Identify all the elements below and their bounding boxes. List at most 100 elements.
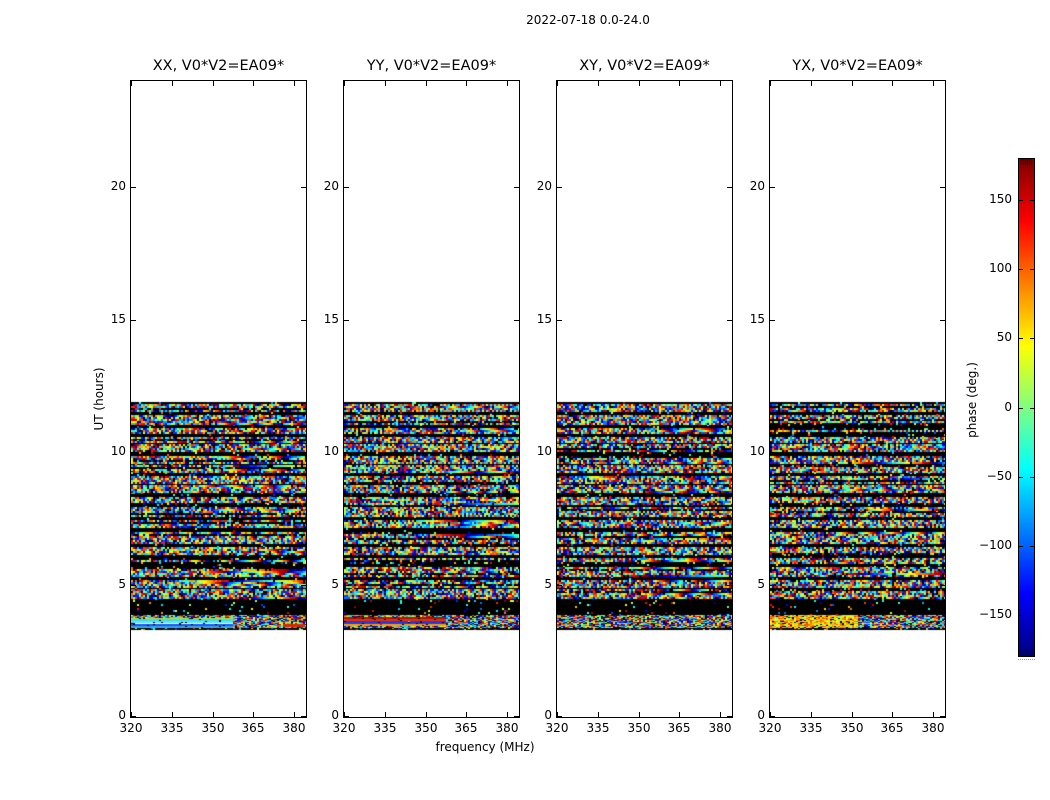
x-tick-label: 365 xyxy=(241,721,265,735)
y-tick-label: 20 xyxy=(110,179,126,193)
panel-canvas xyxy=(770,81,945,717)
x-tick-mark xyxy=(557,712,558,717)
colorbar-tick-label: 0 xyxy=(1004,400,1012,414)
y-tick-mark xyxy=(557,716,562,717)
x-tick-mark xyxy=(892,712,893,717)
y-tick-mark xyxy=(557,320,562,321)
x-tick-mark xyxy=(344,81,345,86)
y-tick-mark xyxy=(131,187,136,188)
y-axis-label: UT (hours) xyxy=(92,367,106,431)
y-tick-label: 15 xyxy=(110,312,126,326)
panel-title: YX, V0*V2=EA09* xyxy=(792,58,923,74)
y-tick-mark xyxy=(301,320,306,321)
y-tick-mark xyxy=(514,187,519,188)
x-tick-mark xyxy=(679,81,680,86)
x-tick-mark xyxy=(598,712,599,717)
x-tick-mark xyxy=(507,712,508,717)
x-tick-label: 320 xyxy=(545,721,569,735)
colorbar-tick-mark xyxy=(1030,408,1034,409)
colorbar-tick-label: −100 xyxy=(979,538,1012,552)
y-tick-mark xyxy=(727,452,732,453)
colorbar-tick-mark xyxy=(1030,477,1034,478)
panel-canvas xyxy=(557,81,732,717)
x-tick-mark xyxy=(426,81,427,86)
y-tick-label: 5 xyxy=(757,577,765,591)
y-tick-label: 15 xyxy=(749,312,765,326)
x-tick-mark xyxy=(385,712,386,717)
x-tick-mark xyxy=(720,712,721,717)
y-tick-mark xyxy=(770,187,775,188)
x-tick-mark xyxy=(426,712,427,717)
y-tick-label: 10 xyxy=(110,444,126,458)
y-tick-mark xyxy=(514,320,519,321)
y-tick-mark xyxy=(557,585,562,586)
colorbar-tick-label: −50 xyxy=(986,469,1012,483)
panel-title: XX, V0*V2=EA09* xyxy=(152,58,285,74)
y-tick-mark xyxy=(727,585,732,586)
x-tick-mark xyxy=(933,81,934,86)
y-tick-mark xyxy=(301,585,306,586)
x-tick-mark xyxy=(639,712,640,717)
colorbar-tick-mark xyxy=(1030,615,1034,616)
y-tick-label: 0 xyxy=(331,708,339,722)
y-tick-mark xyxy=(514,585,519,586)
x-tick-mark xyxy=(811,81,812,86)
figure-title: 2022-07-18 0.0-24.0 xyxy=(526,13,650,27)
y-tick-mark xyxy=(131,320,136,321)
x-tick-mark xyxy=(852,81,853,86)
x-tick-mark xyxy=(253,712,254,717)
x-tick-label: 380 xyxy=(495,721,519,735)
x-tick-mark xyxy=(294,712,295,717)
y-tick-mark xyxy=(301,452,306,453)
colorbar-gradient xyxy=(1019,159,1034,656)
x-axis-label: frequency (MHz) xyxy=(435,740,535,754)
y-tick-label: 20 xyxy=(536,179,552,193)
y-tick-label: 15 xyxy=(323,312,339,326)
y-tick-mark xyxy=(301,187,306,188)
y-tick-mark xyxy=(131,716,136,717)
x-tick-mark xyxy=(639,81,640,86)
x-tick-label: 365 xyxy=(880,721,904,735)
x-tick-mark xyxy=(385,81,386,86)
x-tick-mark xyxy=(131,81,132,86)
colorbar-tick-label: −150 xyxy=(979,607,1012,621)
colorbar-tick-mark xyxy=(1030,338,1034,339)
x-tick-label: 320 xyxy=(332,721,356,735)
colorbar xyxy=(1018,158,1035,657)
colorbar-tick-mark xyxy=(1019,615,1023,616)
x-tick-mark xyxy=(770,712,771,717)
heatmap-panel-xx xyxy=(130,80,307,718)
x-tick-label: 380 xyxy=(921,721,945,735)
x-tick-mark xyxy=(172,81,173,86)
x-tick-mark xyxy=(598,81,599,86)
x-tick-label: 320 xyxy=(119,721,143,735)
y-tick-mark xyxy=(514,452,519,453)
x-tick-label: 335 xyxy=(799,721,823,735)
x-tick-label: 365 xyxy=(667,721,691,735)
y-tick-label: 0 xyxy=(544,708,552,722)
x-tick-mark xyxy=(466,81,467,86)
y-tick-mark xyxy=(940,187,945,188)
colorbar-tick-mark xyxy=(1019,200,1023,201)
y-tick-mark xyxy=(301,716,306,717)
panel-canvas xyxy=(131,81,306,717)
x-tick-mark xyxy=(466,712,467,717)
x-tick-mark xyxy=(172,712,173,717)
x-tick-label: 320 xyxy=(758,721,782,735)
y-tick-label: 5 xyxy=(331,577,339,591)
x-tick-mark xyxy=(892,81,893,86)
colorbar-tick-mark xyxy=(1019,546,1023,547)
y-tick-mark xyxy=(514,716,519,717)
y-tick-mark xyxy=(940,716,945,717)
y-tick-label: 15 xyxy=(536,312,552,326)
colorbar-tick-mark xyxy=(1030,269,1034,270)
heatmap-panel-yy xyxy=(343,80,520,718)
panel-canvas xyxy=(344,81,519,717)
y-tick-label: 10 xyxy=(323,444,339,458)
y-tick-mark xyxy=(344,320,349,321)
x-tick-label: 350 xyxy=(414,721,438,735)
x-tick-label: 380 xyxy=(708,721,732,735)
y-tick-mark xyxy=(131,452,136,453)
y-tick-mark xyxy=(557,452,562,453)
